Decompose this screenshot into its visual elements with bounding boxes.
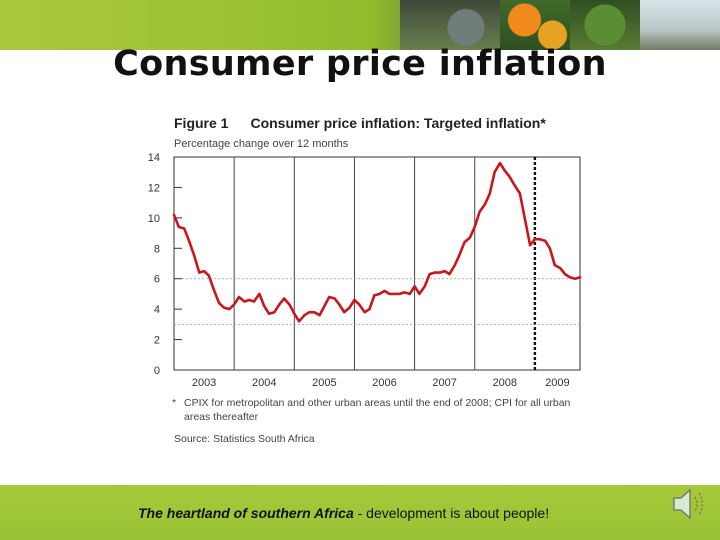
footnote-marker: * <box>172 397 177 409</box>
baobab-photo <box>640 0 720 50</box>
figure-panel: Figure 1 Consumer price inflation: Target… <box>140 108 600 453</box>
footer-band: The heartland of southern Africa - devel… <box>0 485 720 540</box>
y-tick-label: 0 <box>154 365 160 377</box>
elephant-photo <box>400 0 510 50</box>
plot-frame <box>173 156 581 371</box>
figure-subtitle: Percentage change over 12 months <box>174 138 349 150</box>
y-tick-label: 14 <box>148 152 160 164</box>
x-year-label: 2006 <box>372 377 396 389</box>
x-year-label: 2007 <box>432 377 456 389</box>
y-tick-label: 4 <box>154 304 160 316</box>
x-year-label: 2004 <box>252 377 276 389</box>
y-tick-label: 6 <box>154 274 160 286</box>
footer-tagline-emphasis: The heartland of southern Africa <box>138 505 354 521</box>
y-tick-label: 10 <box>148 213 160 225</box>
figure-source: Source: Statistics South Africa <box>174 433 315 445</box>
y-tick-label: 12 <box>148 182 160 194</box>
footer-tagline-rest: - development is about people! <box>353 505 550 521</box>
figure-number: Figure 1 <box>174 115 229 131</box>
x-year-label: 2008 <box>493 377 517 389</box>
inflation-line-chart: 0 2 4 6 8 10 12 14 2003 2004 2005 2006 2007 2008 2009 <box>148 152 582 389</box>
y-tick-label: 8 <box>154 243 160 255</box>
footnote-text: CPIX for metropolitan and other urban ar… <box>184 397 571 423</box>
oranges-photo <box>500 0 570 50</box>
slide-title: Consumer price inflation <box>113 44 607 84</box>
greenery-photo <box>570 0 640 50</box>
figure-footnote: * CPIX for metropolitan and other urban … <box>172 396 579 424</box>
x-year-label: 2009 <box>545 377 569 389</box>
figure-heading: Figure 1 Consumer price inflation: Target… <box>174 115 546 131</box>
footer-tagline: The heartland of southern Africa - devel… <box>138 505 549 521</box>
figure-title: Consumer price inflation: Targeted infla… <box>250 115 546 131</box>
top-banner <box>0 0 720 50</box>
y-tick-label: 2 <box>154 335 160 347</box>
inflation-series-line <box>172 161 582 323</box>
x-year-label: 2005 <box>312 377 336 389</box>
speaker-icon[interactable] <box>668 482 712 526</box>
x-year-label: 2003 <box>192 377 216 389</box>
